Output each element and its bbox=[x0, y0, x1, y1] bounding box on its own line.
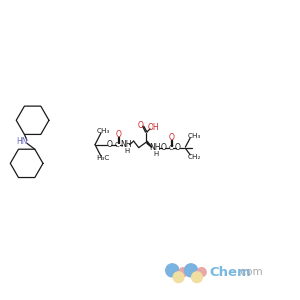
Circle shape bbox=[179, 268, 188, 277]
Circle shape bbox=[184, 264, 198, 277]
Text: CH₂: CH₂ bbox=[188, 154, 201, 160]
Circle shape bbox=[173, 272, 184, 283]
Text: CH₃: CH₃ bbox=[188, 133, 201, 139]
Text: O: O bbox=[115, 130, 121, 139]
Text: C: C bbox=[115, 142, 120, 148]
Text: O: O bbox=[138, 121, 144, 130]
Text: NH: NH bbox=[149, 143, 161, 152]
Text: H: H bbox=[124, 148, 129, 154]
Text: Chem: Chem bbox=[209, 266, 251, 279]
Text: CH₃: CH₃ bbox=[97, 128, 110, 134]
Text: .com: .com bbox=[238, 268, 263, 278]
Text: O: O bbox=[106, 140, 112, 149]
Text: H₃C: H₃C bbox=[97, 155, 110, 161]
Text: C: C bbox=[168, 145, 173, 151]
Text: OH: OH bbox=[148, 123, 159, 132]
Circle shape bbox=[166, 264, 179, 277]
Text: O: O bbox=[160, 143, 166, 152]
Polygon shape bbox=[147, 141, 152, 148]
Text: NH: NH bbox=[120, 140, 131, 149]
Text: O: O bbox=[175, 143, 181, 152]
Circle shape bbox=[192, 272, 202, 283]
Text: O: O bbox=[169, 133, 175, 142]
Text: HN: HN bbox=[16, 137, 28, 146]
Text: H: H bbox=[153, 151, 159, 157]
Circle shape bbox=[197, 268, 206, 277]
